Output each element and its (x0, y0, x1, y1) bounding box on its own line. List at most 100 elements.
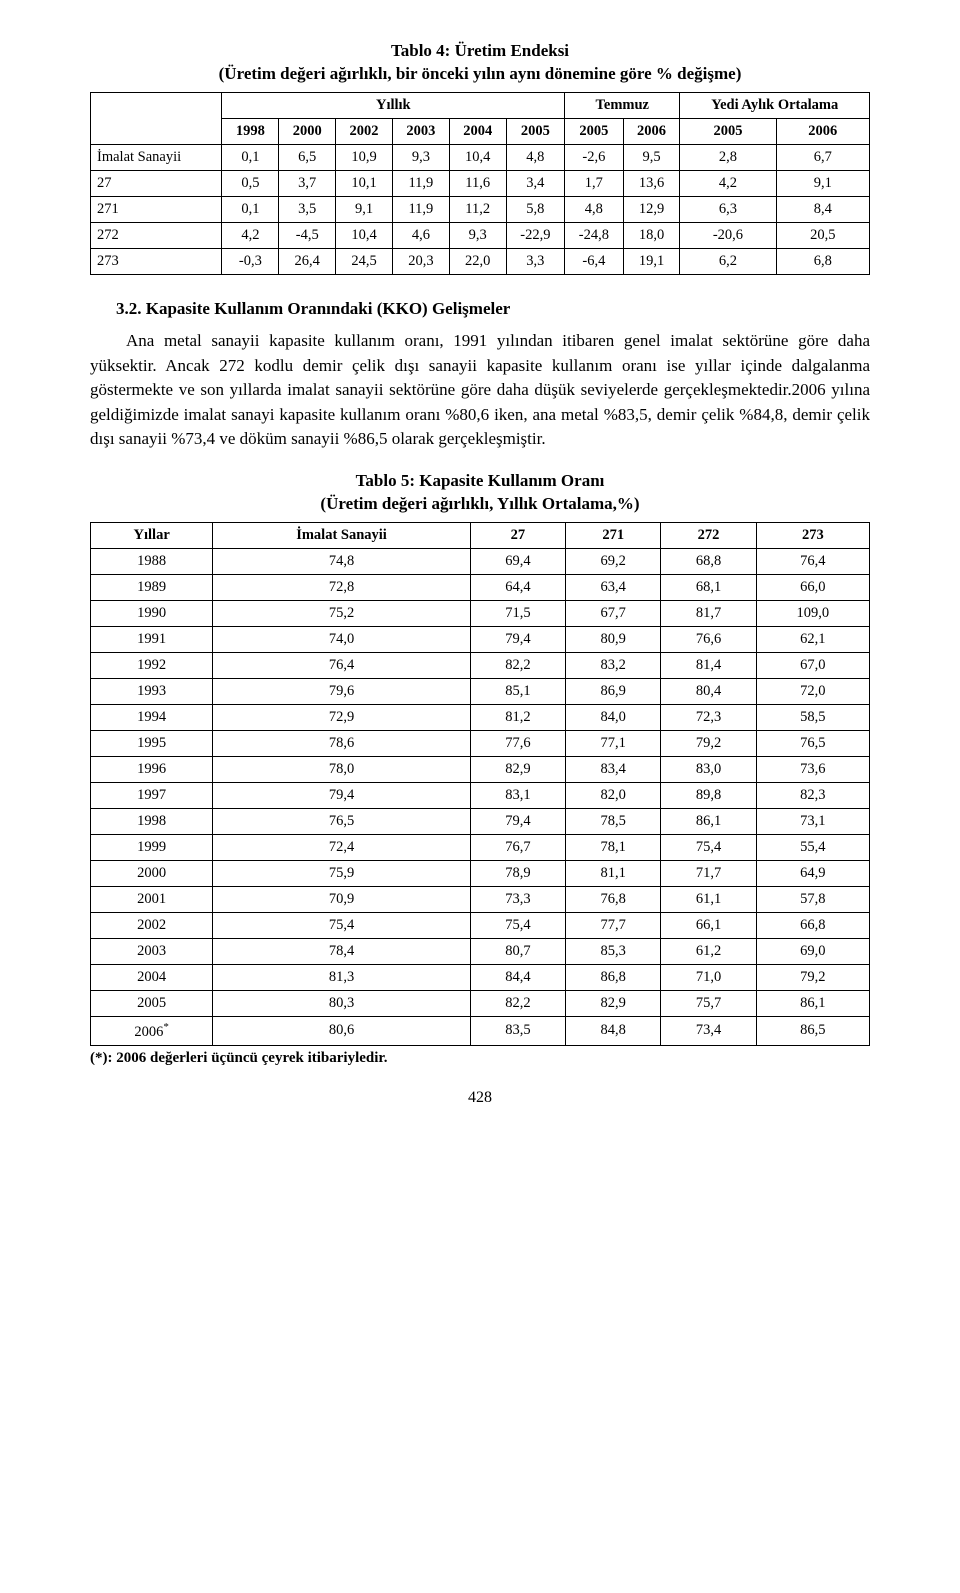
table-row: 198972,864,463,468,166,0 (91, 574, 870, 600)
table4-cell: 10,1 (336, 170, 393, 196)
table5-cell: 76,6 (661, 626, 756, 652)
table4-year-header: 2005 (680, 118, 776, 144)
table4-year-header: 2006 (776, 118, 870, 144)
table5-title-line1: Tablo 5: Kapasite Kullanım Oranı (356, 471, 605, 490)
table4-row-label: 271 (91, 196, 222, 222)
table5-cell: 83,5 (470, 1016, 565, 1045)
table-row: 199276,482,283,281,467,0 (91, 652, 870, 678)
table5-column-header: Yıllar (91, 522, 213, 548)
table4-cell: -2,6 (565, 144, 623, 170)
table4-cell: -4,5 (279, 222, 336, 248)
table5-cell: 66,1 (661, 912, 756, 938)
table4-cell: 9,3 (392, 144, 449, 170)
table4-cell: 6,2 (680, 248, 776, 274)
table5-cell: 67,0 (756, 652, 869, 678)
table5-cell: 68,1 (661, 574, 756, 600)
table5-cell: 86,9 (566, 678, 661, 704)
table5-cell: 68,8 (661, 548, 756, 574)
table5-cell: 84,8 (566, 1016, 661, 1045)
table4-group-header: Yedi Aylık Ortalama (680, 92, 870, 118)
table5-cell: 85,1 (470, 678, 565, 704)
table4-title-line2: (Üretim değeri ağırlıklı, bir önceki yıl… (219, 64, 742, 83)
table5-cell: 72,9 (213, 704, 470, 730)
table5-year-cell: 1998 (91, 808, 213, 834)
table4-cell: 26,4 (279, 248, 336, 274)
table5-cell: 76,8 (566, 886, 661, 912)
table4-cell: 18,0 (623, 222, 680, 248)
table4-cell: 6,3 (680, 196, 776, 222)
table5-year-cell: 2003 (91, 938, 213, 964)
section-heading: 3.2. Kapasite Kullanım Oranındaki (KKO) … (116, 299, 870, 319)
table-row: 2710,13,59,111,911,25,84,812,96,38,4 (91, 196, 870, 222)
table4-year-header: 2006 (623, 118, 680, 144)
table5-cell: 79,4 (470, 808, 565, 834)
table-row: 273-0,326,424,520,322,03,3-6,419,16,26,8 (91, 248, 870, 274)
table5-year-cell: 1990 (91, 600, 213, 626)
table-row: 199075,271,567,781,7109,0 (91, 600, 870, 626)
table5-cell: 71,0 (661, 964, 756, 990)
table5-cell: 80,4 (661, 678, 756, 704)
table5-cell: 64,4 (470, 574, 565, 600)
table5-cell: 109,0 (756, 600, 869, 626)
table5-cell: 57,8 (756, 886, 869, 912)
table5-cell: 75,9 (213, 860, 470, 886)
table5-cell: 83,0 (661, 756, 756, 782)
table4-cell: -24,8 (565, 222, 623, 248)
table5-cell: 79,6 (213, 678, 470, 704)
table5-cell: 83,1 (470, 782, 565, 808)
table5-cell: 80,7 (470, 938, 565, 964)
table4-cell: -6,4 (565, 248, 623, 274)
table-row: 200580,382,282,975,786,1 (91, 990, 870, 1016)
table4-cell: -22,9 (506, 222, 564, 248)
table4-cell: 22,0 (449, 248, 506, 274)
table5-cell: 66,8 (756, 912, 869, 938)
table-row: 199578,677,677,179,276,5 (91, 730, 870, 756)
table-row: 198874,869,469,268,876,4 (91, 548, 870, 574)
table5-year-cell: 1992 (91, 652, 213, 678)
table5-cell: 73,4 (661, 1016, 756, 1045)
table5-cell: 82,9 (470, 756, 565, 782)
table5-cell: 78,5 (566, 808, 661, 834)
table5-cell: 61,2 (661, 938, 756, 964)
table5-cell: 84,4 (470, 964, 565, 990)
table5-column-header: 273 (756, 522, 869, 548)
table5-year-cell: 2000 (91, 860, 213, 886)
table5-cell: 80,3 (213, 990, 470, 1016)
table5-cell: 55,4 (756, 834, 869, 860)
table4-cell: 0,1 (222, 144, 279, 170)
table5-cell: 70,9 (213, 886, 470, 912)
table5-footnote: (*): 2006 değerleri üçüncü çeyrek itibar… (90, 1050, 870, 1067)
table5-cell: 77,6 (470, 730, 565, 756)
table4-cell: 9,1 (336, 196, 393, 222)
table5-cell: 81,2 (470, 704, 565, 730)
table-row: 199472,981,284,072,358,5 (91, 704, 870, 730)
table4-cell: 3,3 (506, 248, 564, 274)
table5-year-cell: 1994 (91, 704, 213, 730)
table4-year-header: 1998 (222, 118, 279, 144)
table5-cell: 76,4 (756, 548, 869, 574)
table5-year-cell: 1988 (91, 548, 213, 574)
table4-cell: 6,8 (776, 248, 870, 274)
table5-cell: 81,3 (213, 964, 470, 990)
table5-year-cell: 1996 (91, 756, 213, 782)
table5-cell: 69,0 (756, 938, 869, 964)
table5-year-cell: 1991 (91, 626, 213, 652)
table5-cell: 76,7 (470, 834, 565, 860)
table5-cell: 76,5 (213, 808, 470, 834)
table-row: 199678,082,983,483,073,6 (91, 756, 870, 782)
table5-cell: 69,2 (566, 548, 661, 574)
table5-cell: 83,2 (566, 652, 661, 678)
table5-year-cell: 2005 (91, 990, 213, 1016)
table5-cell: 74,0 (213, 626, 470, 652)
table5-column-header: 27 (470, 522, 565, 548)
table4-year-header: 2005 (565, 118, 623, 144)
table4-cell: 3,5 (279, 196, 336, 222)
table5-cell: 84,0 (566, 704, 661, 730)
table5-cell: 72,3 (661, 704, 756, 730)
table4-cell: 6,5 (279, 144, 336, 170)
table5-year-cell: 1999 (91, 834, 213, 860)
table5-cell: 67,7 (566, 600, 661, 626)
table-row: 200481,384,486,871,079,2 (91, 964, 870, 990)
table5-header-row: Yıllarİmalat Sanayii27271272273 (91, 522, 870, 548)
table-row: 2724,2-4,510,44,69,3-22,9-24,818,0-20,62… (91, 222, 870, 248)
